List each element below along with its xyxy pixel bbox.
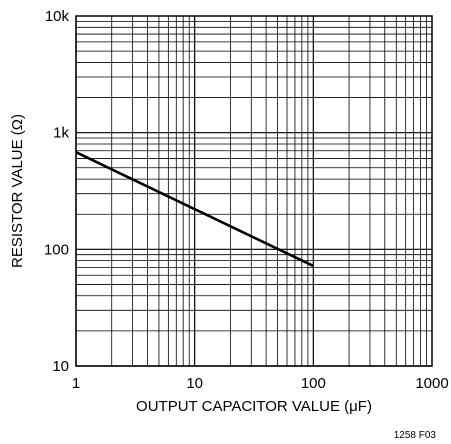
plot-frame (75, 15, 433, 367)
x-axis-label: OUTPUT CAPACITOR VALUE (μF) (136, 398, 372, 415)
y-tick-label: 10k (45, 8, 70, 25)
y-tick-label: 10 (52, 358, 69, 375)
figure-id: 1258 F03 (394, 430, 437, 441)
series-group (75, 151, 314, 268)
x-tick-label: 10 (186, 375, 203, 392)
y-tick-label: 100 (44, 241, 69, 258)
y-axis-label: RESISTOR VALUE (Ω) (9, 114, 26, 268)
x-tick-label: 1000 (415, 375, 448, 392)
x-tick-label: 100 (301, 375, 326, 392)
series-line-0 (75, 151, 314, 268)
grid (75, 16, 432, 367)
y-tick-label: 1k (53, 125, 69, 142)
x-tick-label: 1 (72, 375, 80, 392)
